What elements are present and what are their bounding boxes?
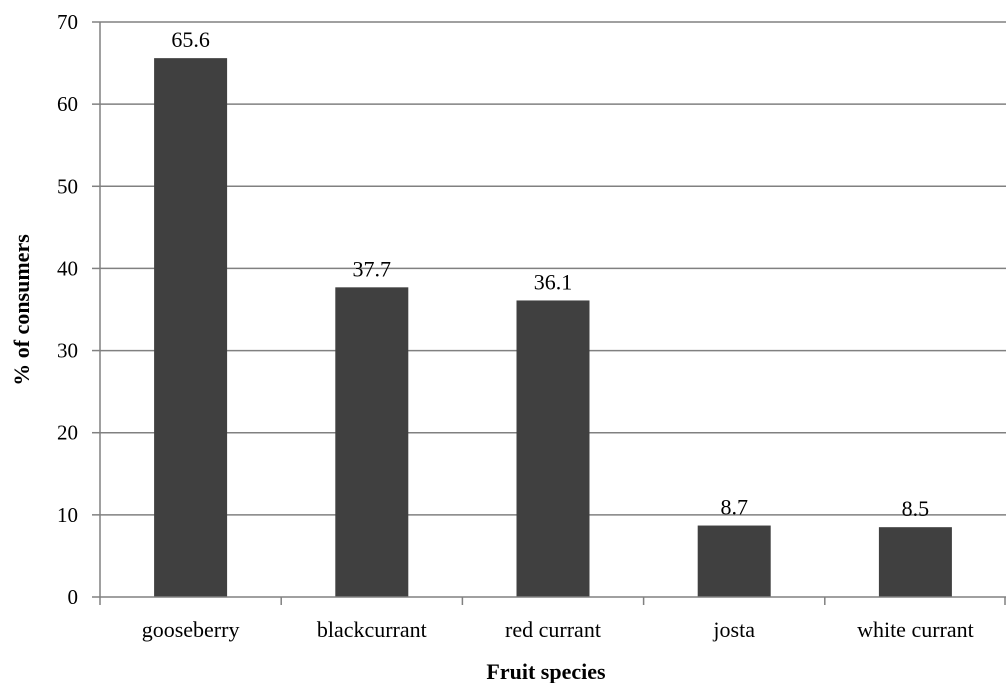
y-tick-labels: 0 10 20 30 40 50 60 70 <box>57 10 78 609</box>
bar-gooseberry <box>154 58 228 597</box>
x-axis-title: Fruit species <box>486 659 606 683</box>
bar-white-currant <box>878 527 952 597</box>
x-tick-label: white currant <box>857 617 974 642</box>
x-tick-label: red currant <box>505 617 601 642</box>
bar-red-currant <box>516 300 590 597</box>
y-tick-label: 50 <box>57 174 78 198</box>
bar-josta <box>697 525 771 597</box>
x-tick-label: josta <box>712 617 755 642</box>
bars <box>154 58 952 597</box>
y-tick-label: 20 <box>57 421 78 445</box>
y-tick-label: 10 <box>57 503 78 527</box>
data-labels: 65.6 37.7 36.1 8.7 8.5 <box>171 27 929 521</box>
x-tick-label: blackcurrant <box>317 617 427 642</box>
data-label: 37.7 <box>353 256 392 281</box>
y-tick-label: 60 <box>57 92 78 116</box>
y-tick-label: 70 <box>57 10 78 34</box>
x-tick-labels: gooseberry blackcurrant red currant josta wh… <box>142 617 974 642</box>
axes <box>92 21 1006 605</box>
bar-blackcurrant <box>335 287 409 597</box>
y-tick-label: 0 <box>68 585 79 609</box>
y-tick-label: 40 <box>57 256 78 280</box>
data-label: 8.5 <box>902 496 930 521</box>
y-tick-label: 30 <box>57 339 78 363</box>
y-axis-title: % of consumers <box>9 234 34 386</box>
data-label: 8.7 <box>720 495 748 520</box>
data-label: 36.1 <box>534 269 573 294</box>
x-tick-label: gooseberry <box>142 617 240 642</box>
data-label: 65.6 <box>171 27 210 52</box>
